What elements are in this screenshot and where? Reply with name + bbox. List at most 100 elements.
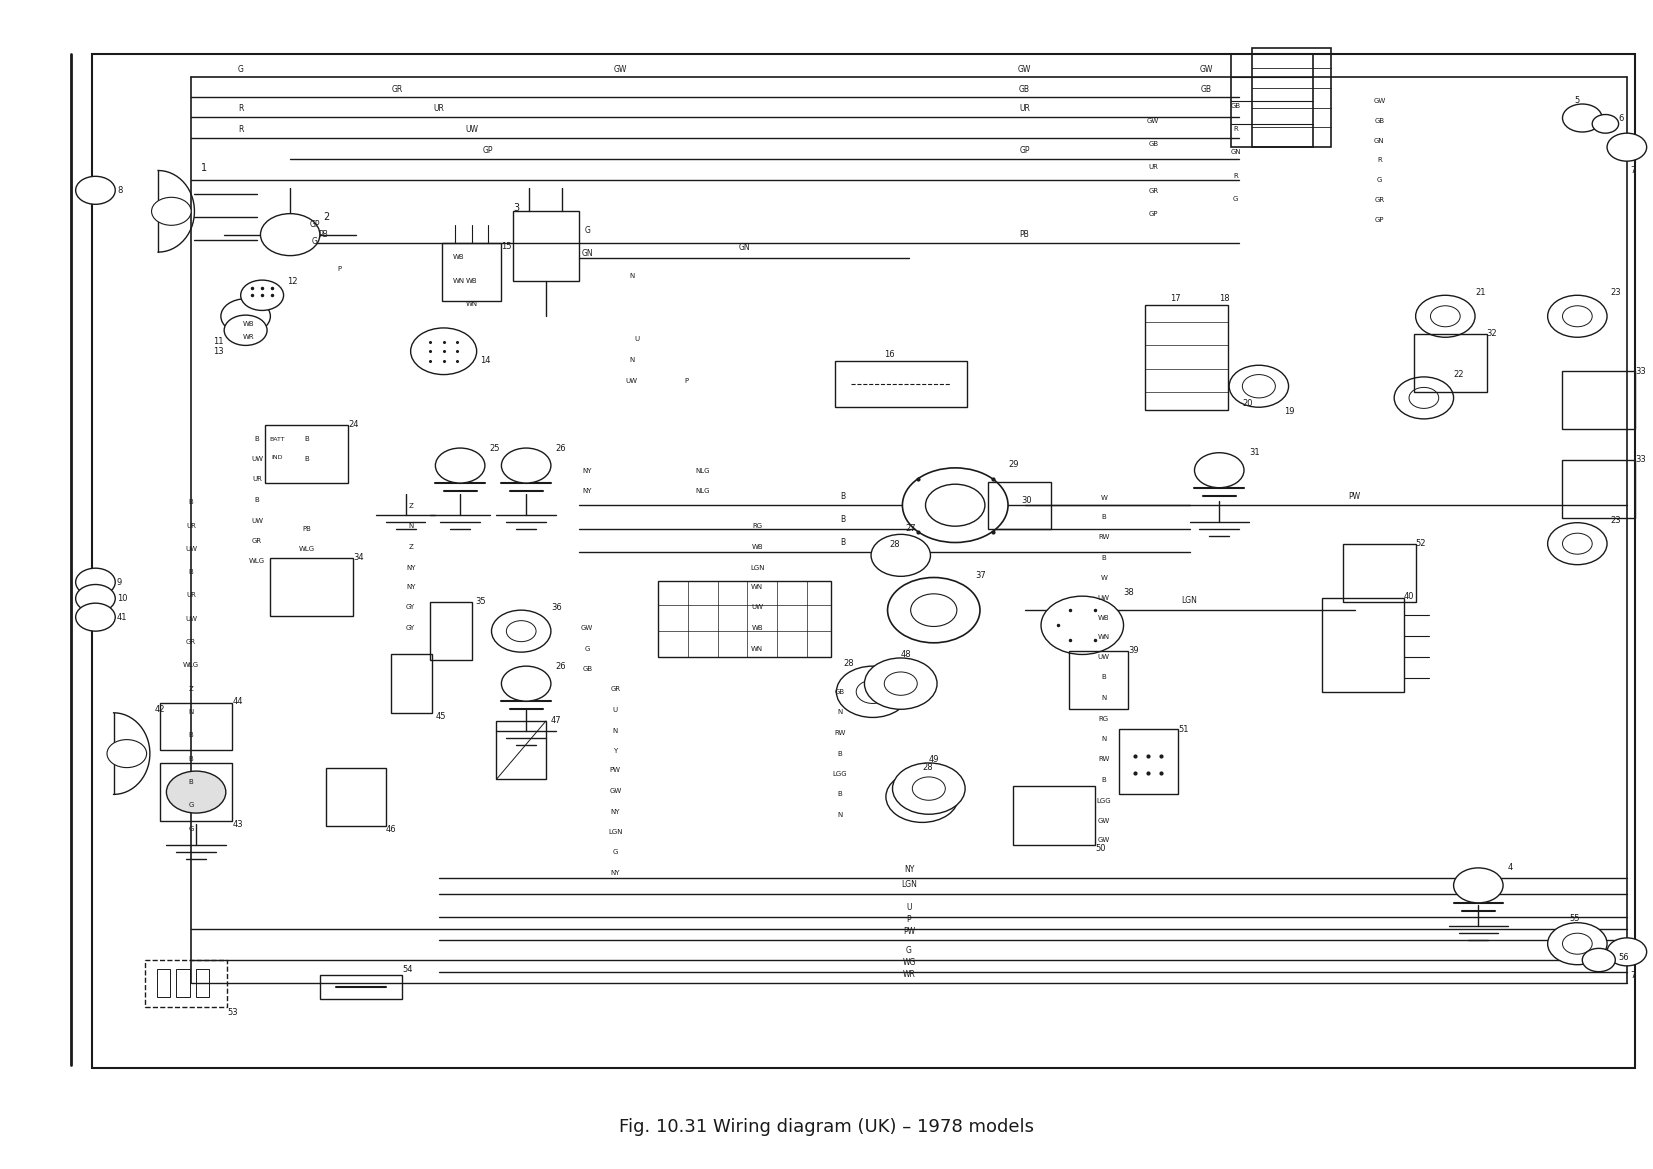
Text: LGN: LGN	[901, 880, 917, 888]
Text: 24: 24	[347, 420, 359, 429]
Text: GN: GN	[1374, 138, 1385, 144]
Circle shape	[261, 214, 321, 256]
Text: U: U	[906, 904, 912, 912]
Bar	[1253, 48, 1331, 147]
Text: 53: 53	[228, 1008, 238, 1017]
Text: NLG: NLG	[696, 468, 711, 473]
Text: GB: GB	[835, 690, 845, 696]
Text: UW: UW	[750, 604, 764, 610]
Text: 3: 3	[512, 202, 519, 213]
Text: WLG: WLG	[250, 558, 264, 563]
Text: WLG: WLG	[183, 663, 200, 669]
Text: PW: PW	[1349, 491, 1360, 500]
Circle shape	[865, 658, 937, 710]
Text: UW: UW	[185, 616, 197, 622]
Text: PW: PW	[903, 927, 916, 935]
Text: 45: 45	[435, 712, 446, 721]
Text: NY: NY	[407, 584, 415, 590]
Text: N: N	[613, 728, 618, 734]
Bar	[1231, 54, 1314, 147]
Text: WB: WB	[752, 544, 764, 549]
Text: B: B	[255, 436, 260, 442]
Text: 39: 39	[1129, 646, 1139, 656]
Text: N: N	[188, 710, 193, 715]
Text: NY: NY	[582, 468, 592, 473]
Text: Z: Z	[188, 686, 193, 692]
Text: 17: 17	[1170, 295, 1180, 303]
Text: B: B	[838, 752, 841, 758]
Circle shape	[506, 621, 536, 642]
Circle shape	[167, 772, 226, 814]
Circle shape	[1607, 938, 1646, 966]
Text: 8: 8	[117, 186, 122, 195]
Text: NY: NY	[610, 870, 620, 876]
Text: PB: PB	[1020, 230, 1030, 240]
Bar	[390, 655, 431, 713]
Text: GW: GW	[1374, 98, 1385, 104]
Text: 52: 52	[1415, 539, 1427, 548]
Text: B: B	[188, 733, 193, 739]
Text: G: G	[1377, 178, 1382, 184]
Text: G: G	[238, 64, 243, 74]
Text: R: R	[238, 125, 243, 134]
Text: 50: 50	[1096, 844, 1106, 852]
Text: N: N	[836, 710, 843, 715]
Circle shape	[1195, 452, 1245, 487]
Text: NY: NY	[407, 565, 415, 570]
Text: 37: 37	[975, 570, 985, 580]
Text: B: B	[188, 779, 193, 786]
Text: B: B	[1101, 776, 1106, 783]
Text: WN: WN	[750, 646, 764, 652]
Text: 23: 23	[1610, 289, 1622, 297]
Text: 33: 33	[1635, 455, 1646, 464]
Text: B: B	[255, 497, 260, 503]
Text: 14: 14	[479, 357, 491, 365]
Text: Z: Z	[408, 503, 413, 509]
Text: B: B	[840, 514, 846, 524]
Text: B: B	[188, 569, 193, 575]
Text: 40: 40	[1403, 592, 1415, 601]
Text: G: G	[312, 237, 317, 247]
Circle shape	[76, 568, 116, 596]
Circle shape	[871, 534, 931, 576]
Text: GB: GB	[1200, 84, 1212, 94]
Text: 33: 33	[1635, 367, 1646, 375]
Text: 30: 30	[1022, 496, 1031, 505]
Text: B: B	[188, 499, 193, 505]
Text: UW: UW	[1098, 655, 1109, 660]
Text: 42: 42	[155, 705, 165, 714]
Text: UW: UW	[251, 456, 263, 462]
Text: G: G	[188, 802, 193, 809]
Circle shape	[501, 448, 550, 483]
Text: WN: WN	[750, 584, 764, 590]
Bar	[1069, 651, 1129, 710]
Text: 4: 4	[1508, 864, 1512, 872]
Text: 48: 48	[901, 650, 911, 659]
Bar	[271, 558, 352, 616]
Text: GW: GW	[1200, 64, 1213, 74]
Circle shape	[107, 740, 147, 768]
Text: 34: 34	[352, 553, 364, 562]
Bar	[1013, 787, 1096, 844]
Text: 19: 19	[1284, 408, 1294, 416]
Text: B: B	[1101, 555, 1106, 561]
Bar	[512, 212, 579, 282]
Text: W: W	[1101, 575, 1108, 581]
Text: N: N	[630, 357, 635, 362]
Text: UR: UR	[187, 523, 197, 528]
Text: 18: 18	[1220, 295, 1230, 303]
Text: 47: 47	[550, 717, 562, 726]
Text: GR: GR	[392, 84, 403, 94]
Circle shape	[1562, 533, 1592, 554]
Text: BATT: BATT	[269, 437, 284, 442]
Text: WG: WG	[903, 959, 916, 967]
Text: GW: GW	[1018, 64, 1031, 74]
Circle shape	[886, 772, 959, 823]
Text: 20: 20	[1243, 400, 1253, 408]
Text: 32: 32	[1486, 330, 1498, 338]
Text: 25: 25	[489, 443, 501, 452]
Text: 10: 10	[117, 594, 127, 603]
Text: B: B	[188, 756, 193, 762]
Text: PB: PB	[319, 230, 327, 240]
Circle shape	[76, 584, 116, 613]
